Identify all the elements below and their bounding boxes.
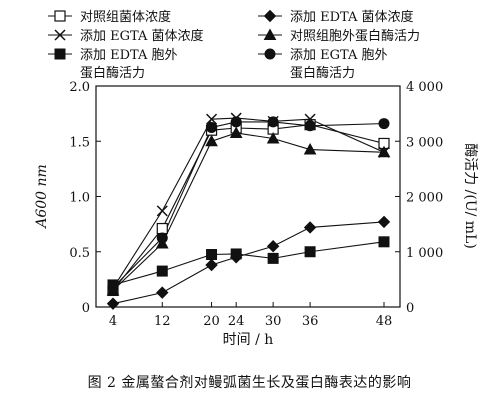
point-edta-od bbox=[205, 258, 218, 272]
point-egta-od bbox=[156, 205, 168, 217]
legend-marker-edta-od bbox=[263, 9, 277, 23]
x-tick-label: 48 bbox=[376, 314, 393, 329]
point-control-protease bbox=[205, 134, 218, 147]
point-edta-protease bbox=[378, 236, 390, 248]
point-egta-protease bbox=[378, 118, 390, 130]
point-edta-od bbox=[156, 286, 169, 299]
point-control-protease bbox=[229, 126, 243, 138]
point-egta-protease bbox=[156, 232, 168, 244]
x-tick-label: 12 bbox=[154, 314, 171, 329]
axes: 4 12 20 24 30 36 48 0 0.5 1.0 1.5 2.0 0 1 000 2 000 3 0… bbox=[34, 80, 478, 348]
legend-label-control-protease: 对照组胞外蛋白酶活力 bbox=[290, 28, 420, 44]
point-egta-od bbox=[206, 113, 218, 125]
x-axis-title: 时间 / h bbox=[223, 332, 274, 348]
legend-label-edta-protease: 添加 EDTA 胞外蛋白酶活力 bbox=[80, 48, 178, 81]
point-control-protease bbox=[377, 145, 391, 158]
y-right-axis-title: 酶活力 /(U/ mL) bbox=[462, 143, 478, 249]
series-line-edta-protease bbox=[112, 241, 385, 286]
series-line-control-od bbox=[112, 124, 385, 291]
y-left-tick-label: 0.5 bbox=[69, 246, 90, 261]
legend-label-control-od: 对照组菌体浓度 bbox=[80, 9, 171, 25]
point-edta-protease bbox=[206, 249, 218, 261]
x-tick-label: 24 bbox=[228, 314, 245, 329]
point-egta-protease bbox=[267, 116, 279, 128]
x-tick-label: 4 bbox=[109, 314, 117, 329]
legend-label-egta-protease: 添加 EGTA 胞外蛋白酶活力 bbox=[290, 48, 388, 81]
series-line-control-protease bbox=[112, 132, 385, 291]
point-egta-protease bbox=[107, 282, 119, 294]
x-tick-label: 36 bbox=[302, 314, 319, 329]
legend-marker-edta-protease bbox=[54, 48, 66, 60]
point-egta-protease bbox=[230, 116, 242, 128]
y-right-tick-label: 3 000 bbox=[406, 135, 443, 150]
legend-marker-control-od bbox=[54, 10, 66, 22]
x-tick-label: 20 bbox=[203, 314, 220, 329]
legend-marker-control-protease bbox=[263, 28, 277, 40]
point-egta-protease bbox=[206, 121, 218, 133]
point-edta-od bbox=[377, 215, 391, 229]
legend-marker-egta-protease bbox=[264, 48, 276, 60]
point-control-protease bbox=[266, 131, 280, 144]
y-left-tick-label: 1.0 bbox=[69, 191, 90, 206]
y-right-tick-label: 1 000 bbox=[406, 246, 443, 261]
y-left-axis-title: A600 nm bbox=[34, 164, 50, 230]
legend-marker-egta-od bbox=[54, 29, 66, 41]
point-edta-od bbox=[266, 240, 280, 253]
figure-caption: 图 2 金属螯合剂对鳗弧菌生长及蛋白酶表达的影响 bbox=[87, 375, 412, 391]
point-edta-protease bbox=[267, 252, 279, 264]
point-edta-od bbox=[106, 297, 120, 310]
y-left-tick-label: 2.0 bbox=[69, 80, 90, 95]
point-egta-protease bbox=[304, 120, 316, 132]
x-tick-label: 30 bbox=[265, 314, 282, 329]
series-line-egta-protease bbox=[112, 121, 385, 289]
point-edta-protease bbox=[156, 265, 168, 277]
y-right-tick-label: 0 bbox=[406, 301, 414, 316]
point-edta-protease bbox=[304, 246, 316, 258]
series-line-edta-od bbox=[112, 221, 385, 305]
point-edta-od bbox=[303, 221, 317, 234]
point-control-od bbox=[156, 222, 168, 235]
series-line-egta-od bbox=[112, 117, 385, 289]
y-left-tick-label: 0 bbox=[82, 301, 90, 316]
series-lines bbox=[112, 117, 385, 305]
y-right-tick-label: 4 000 bbox=[406, 80, 443, 95]
series-markers bbox=[106, 112, 391, 310]
point-control-protease bbox=[303, 142, 317, 155]
legend-label-edta-od: 添加 EDTA 菌体浓度 bbox=[290, 9, 414, 25]
y-left-tick-label: 1.5 bbox=[69, 135, 90, 150]
legend-label-egta-od: 添加 EGTA 菌体浓度 bbox=[80, 28, 204, 44]
y-right-tick-label: 2 000 bbox=[406, 191, 443, 206]
point-edta-protease bbox=[230, 248, 242, 260]
